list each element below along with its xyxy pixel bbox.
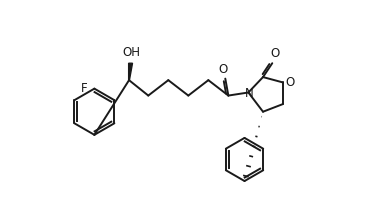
Text: F: F bbox=[81, 82, 87, 95]
Text: O: O bbox=[285, 76, 294, 89]
Polygon shape bbox=[129, 63, 133, 80]
Text: OH: OH bbox=[122, 46, 140, 59]
Text: O: O bbox=[218, 63, 228, 76]
Text: N: N bbox=[245, 87, 254, 100]
Text: O: O bbox=[270, 47, 279, 60]
